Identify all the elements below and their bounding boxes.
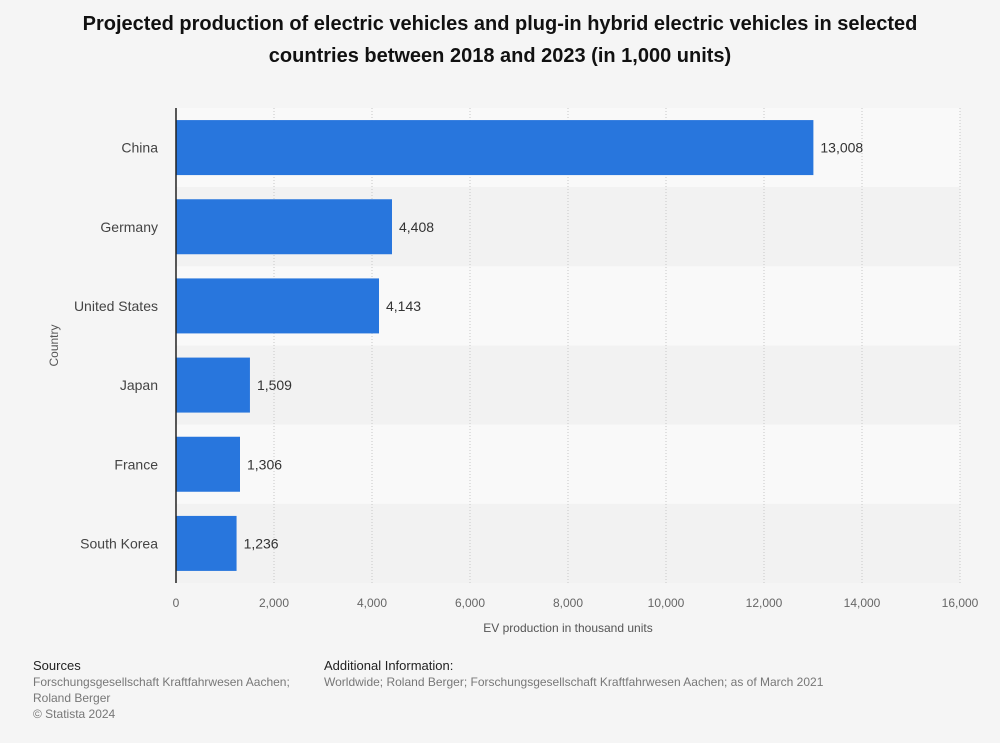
value-labels: 13,008 4,408 4,143 1,509 1,306 1,236 xyxy=(244,140,864,552)
category-label: United States xyxy=(74,298,158,314)
data-label: 13,008 xyxy=(820,140,863,156)
x-tick-label: 12,000 xyxy=(746,596,783,610)
bars xyxy=(176,120,814,571)
bar xyxy=(176,436,240,492)
sources-line-2: Roland Berger xyxy=(33,691,111,705)
chart-title: Projected production of electric vehicle… xyxy=(82,13,918,67)
x-tick-label: 2,000 xyxy=(259,596,289,610)
x-tick-labels: 0 2,000 4,000 6,000 8,000 10,000 12,000 14,000 1… xyxy=(173,596,979,610)
x-tick-label: 14,000 xyxy=(844,596,881,610)
copyright: © Statista 2024 xyxy=(33,707,116,721)
bar xyxy=(176,199,392,255)
additional-info-text: Worldwide; Roland Berger; Forschungsgese… xyxy=(324,675,824,689)
x-tick-label: 16,000 xyxy=(942,596,979,610)
bar xyxy=(176,120,814,176)
sources-block: Sources Forschungsgesellschaft Kraftfahr… xyxy=(33,658,313,722)
row-band xyxy=(176,424,960,504)
x-axis-title: EV production in thousand units xyxy=(483,621,652,635)
additional-info-block: Additional Information: Worldwide; Rolan… xyxy=(324,658,944,690)
data-label: 1,236 xyxy=(244,535,279,551)
data-label: 4,408 xyxy=(399,219,434,235)
x-tick-label: 0 xyxy=(173,596,180,610)
category-label: Germany xyxy=(100,219,158,235)
bar xyxy=(176,278,380,334)
x-tick-label: 4,000 xyxy=(357,596,387,610)
category-label: China xyxy=(121,140,158,156)
sources-heading: Sources xyxy=(33,658,81,673)
bar xyxy=(176,357,250,413)
grid-lines xyxy=(273,108,961,583)
category-label: Japan xyxy=(120,377,158,393)
y-axis-title: Country xyxy=(47,324,61,366)
additional-info-heading: Additional Information: xyxy=(324,658,454,673)
data-label: 1,306 xyxy=(247,456,282,472)
bar xyxy=(176,515,237,571)
data-label: 4,143 xyxy=(386,298,421,314)
category-label: France xyxy=(114,456,158,472)
x-tick-label: 8,000 xyxy=(553,596,583,610)
bar-chart: 13,008 4,408 4,143 1,509 1,306 1,236 China Ger… xyxy=(47,108,979,635)
x-tick-label: 10,000 xyxy=(648,596,685,610)
category-label: South Korea xyxy=(80,535,158,551)
sources-line-1: Forschungsgesellschaft Kraftfahrwesen Aa… xyxy=(33,675,290,689)
data-label: 1,509 xyxy=(257,377,292,393)
category-labels: China Germany United States Japan France Sout… xyxy=(74,140,158,552)
x-tick-label: 6,000 xyxy=(455,596,485,610)
